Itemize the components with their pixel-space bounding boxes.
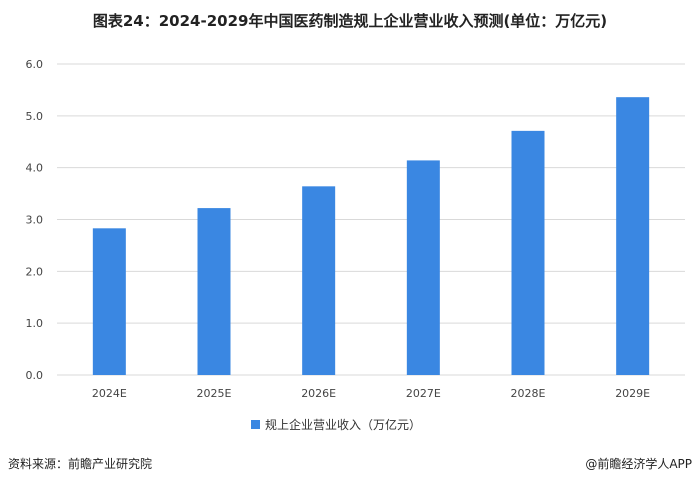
x-tick-label: 2027E (406, 387, 441, 400)
x-tick-label: 2028E (511, 387, 546, 400)
y-tick-label: 0.0 (26, 369, 44, 382)
bar (197, 208, 231, 375)
chart-title: 图表24：2024-2029年中国医药制造规上企业营业收入预测(单位：万亿元) (92, 12, 608, 30)
bar (406, 160, 440, 375)
y-tick-label: 6.0 (26, 58, 44, 71)
x-tick-label: 2026E (301, 387, 336, 400)
x-tick-label: 2025E (197, 387, 232, 400)
x-tick-label: 2024E (92, 387, 127, 400)
x-tick-label: 2029E (615, 387, 650, 400)
source-note: 资料来源：前瞻产业研究院 (8, 457, 153, 471)
legend-label: 规上企业营业收入（万亿元） (265, 417, 421, 432)
y-tick-label: 2.0 (26, 265, 44, 278)
y-tick-label: 5.0 (26, 110, 44, 123)
bar (511, 130, 545, 375)
y-tick-label: 4.0 (26, 162, 44, 175)
bar (302, 186, 336, 375)
bar (616, 97, 650, 375)
y-tick-label: 3.0 (26, 214, 44, 227)
brand-label: @前瞻经济学人APP (585, 457, 692, 471)
y-tick-label: 1.0 (26, 317, 44, 330)
legend-swatch (251, 420, 260, 429)
bar (92, 228, 126, 375)
